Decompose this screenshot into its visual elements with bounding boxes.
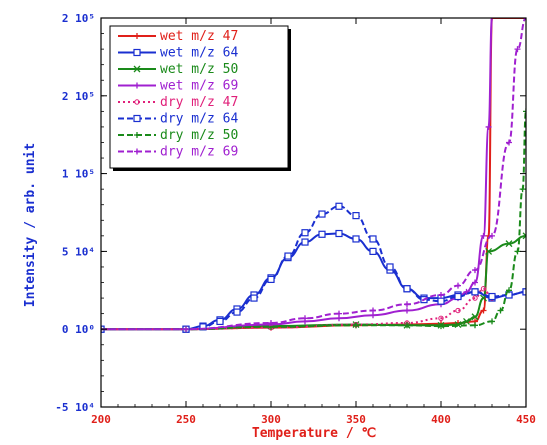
legend-label-6: dry m/z 50 — [160, 128, 238, 143]
series-2-point — [463, 317, 470, 325]
series-5-point — [216, 317, 224, 326]
series-7-point — [438, 291, 444, 298]
series-4-point — [438, 315, 444, 322]
series-6 — [101, 108, 526, 333]
series-5-point — [471, 288, 479, 296]
series-3-point — [463, 288, 470, 295]
legend-label-7: dry m/z 69 — [160, 145, 238, 160]
x-tick-label: 300 — [261, 413, 281, 426]
series-1-point — [335, 229, 343, 238]
series-6-point — [497, 307, 504, 314]
series-2-point — [522, 232, 526, 240]
series-1-point — [369, 247, 377, 255]
series-7-point — [370, 307, 376, 314]
series-1-point — [318, 230, 326, 238]
series-6-point — [489, 318, 495, 325]
series-5-point — [386, 263, 394, 271]
series-5-point — [335, 202, 343, 210]
y-tick-label: -5 10⁴ — [55, 401, 95, 414]
series-5-point — [522, 288, 526, 296]
series-7-point — [336, 310, 342, 317]
series-6-point — [514, 248, 521, 255]
series-6-point — [472, 322, 478, 329]
y-tick-label: 1 10⁵ — [62, 168, 95, 181]
x-tick-label: 200 — [91, 413, 111, 426]
series-1-point — [301, 238, 309, 246]
series-7-point — [514, 46, 521, 53]
series-6-point — [438, 323, 444, 330]
series-5-point — [454, 292, 462, 301]
y-tick-label: 2 10⁵ — [62, 90, 95, 103]
series-5-point — [403, 285, 411, 293]
axes: 200 250 300 350 400 450 -5 10⁴ 0 10⁰ 5 10⁴ 1 10⁵ 2… — [55, 12, 536, 426]
legend-marker-3 — [134, 82, 140, 89]
legend-label-1: wet m/z 64 — [160, 46, 238, 61]
legend-marker-0 — [134, 33, 140, 39]
x-tick-label: 450 — [516, 413, 536, 426]
series-3-point — [485, 123, 492, 130]
series-7-point — [506, 139, 512, 146]
series-6-point — [506, 287, 512, 294]
series-2-point — [485, 247, 493, 255]
y-tick-label: 0 10⁰ — [62, 323, 95, 336]
x-tick-label: 350 — [346, 413, 366, 426]
series-0-point — [480, 307, 487, 314]
legend-marker-4 — [134, 99, 140, 105]
legend-marker-6 — [134, 132, 140, 138]
series-4-point — [455, 307, 461, 314]
legend-label-3: wet m/z 69 — [160, 79, 238, 94]
series-1-point — [352, 235, 360, 243]
series-7-point — [472, 267, 478, 274]
series-7-point — [404, 301, 410, 308]
series-line-5 — [101, 205, 526, 331]
series-3-point — [480, 232, 487, 239]
series-5-point — [267, 275, 275, 284]
legend-marker-5 — [133, 114, 141, 123]
series-2-point — [505, 240, 513, 248]
series-5-point — [369, 235, 377, 243]
series-5-point — [284, 252, 292, 260]
series-7-point — [183, 326, 189, 333]
series-5-point — [250, 294, 258, 302]
series-4-point — [472, 295, 478, 301]
y-tick-label: 5 10⁴ — [62, 245, 95, 258]
x-tick-label: 250 — [176, 413, 196, 426]
series-7-point — [489, 232, 495, 239]
x-axis-title: Temperature / ℃ — [252, 426, 376, 441]
y-tick-label: 2 10⁵ — [62, 12, 95, 25]
series-6-point — [404, 322, 410, 329]
series-5-point — [233, 308, 241, 316]
legend-label-5: dry m/z 64 — [160, 112, 238, 127]
series-2-point — [471, 313, 479, 321]
series-layer — [101, 18, 526, 333]
x-tick-label: 400 — [431, 413, 451, 426]
series-7-point — [302, 315, 308, 322]
series-5-point — [301, 229, 309, 237]
legend-marker-2 — [133, 65, 141, 73]
series-6-point — [519, 186, 526, 193]
plot-frame — [100, 17, 527, 408]
series-4-point — [480, 286, 487, 292]
legend-label-0: wet m/z 47 — [160, 29, 238, 44]
series-5-point — [318, 210, 326, 218]
series-7-point — [455, 282, 461, 289]
series-3-point — [404, 307, 410, 314]
series-7-point — [268, 319, 274, 326]
legend-marker-1 — [133, 48, 141, 57]
y-axis-title: Intensity / arb. unit — [23, 143, 38, 307]
series-5-point — [488, 292, 496, 301]
series-3-point — [472, 279, 478, 286]
legend-label-4: dry m/z 47 — [160, 95, 238, 110]
legend-marker-7 — [134, 148, 140, 155]
series-5-point — [352, 212, 360, 220]
series-6-point — [523, 108, 526, 115]
series-5-point — [437, 297, 445, 305]
series-6-point — [353, 322, 359, 329]
legend-label-2: wet m/z 50 — [160, 62, 238, 77]
